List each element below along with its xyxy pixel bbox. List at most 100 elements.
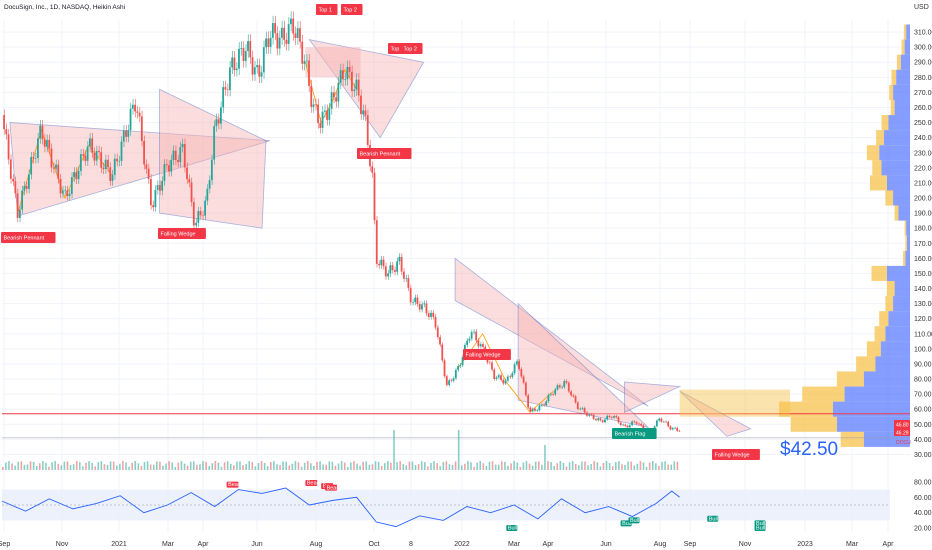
- volume-bar: [513, 461, 515, 470]
- candle-body: [355, 79, 358, 90]
- candle-body: [531, 408, 534, 412]
- pattern-label-text: Top 1: [319, 8, 332, 14]
- volume-bar: [371, 464, 374, 470]
- volume-bar: [436, 463, 438, 470]
- time-tick-label: Apr: [543, 541, 555, 548]
- candle-body: [319, 123, 322, 128]
- pattern-label-box: [341, 4, 363, 15]
- price-tick-label: 50.00: [914, 422, 932, 429]
- candle-body: [186, 167, 188, 180]
- candle-body: [247, 41, 249, 52]
- volume-bar: [442, 462, 445, 470]
- candle-body: [500, 375, 502, 380]
- price-axis[interactable]: 310.00 300.00 290.00 280.00 270.00 260.00 250.…: [914, 30, 932, 459]
- price-tick-label: 60.00: [914, 407, 932, 414]
- volume-bar: [162, 465, 164, 470]
- volume-bar: [550, 461, 552, 470]
- candle-body: [152, 205, 155, 208]
- volume-bar: [494, 464, 497, 470]
- volume-profile-bar-up: [779, 401, 833, 417]
- volume-profile-bar-down: [888, 115, 910, 131]
- candle-body: [332, 92, 335, 98]
- candle-body: [346, 66, 349, 80]
- volume-bar: [248, 461, 251, 470]
- volume-bar: [103, 464, 106, 470]
- candle-body: [522, 376, 525, 383]
- candle-body: [398, 256, 401, 262]
- candle-body: [432, 312, 435, 317]
- candle-body: [509, 376, 511, 378]
- volume-bar: [380, 466, 383, 470]
- volume-bar: [337, 463, 340, 470]
- candle-body: [344, 79, 347, 80]
- volume-bar: [482, 463, 485, 470]
- volume-bar: [72, 464, 75, 470]
- volume-bar: [91, 463, 93, 470]
- volume-bar: [245, 464, 247, 470]
- volume-bar: [128, 466, 130, 470]
- candle-body: [556, 385, 559, 390]
- volume-profile-bar-up: [894, 205, 899, 221]
- candle-body: [188, 179, 191, 183]
- volume-bar: [599, 466, 602, 470]
- candle-body: [493, 369, 496, 379]
- pattern-label-box: [612, 428, 657, 439]
- candle-body: [545, 401, 548, 406]
- candle-body: [574, 396, 577, 403]
- volume-bar: [239, 461, 241, 470]
- pattern-label-box: [401, 43, 423, 54]
- volume-bar: [593, 461, 596, 470]
- candle-body: [637, 423, 640, 425]
- volume-bar: [479, 461, 482, 470]
- volume-bar: [291, 463, 294, 470]
- candle-body: [30, 156, 33, 175]
- volume-profile-bar-down: [885, 326, 910, 342]
- price-tick-label: 290.00: [914, 60, 932, 67]
- candle-body: [179, 147, 182, 163]
- pattern-shape: [679, 390, 752, 437]
- volume-bar: [353, 461, 355, 470]
- candle-body: [267, 38, 270, 47]
- time-axis[interactable]: Sep Nov 2021 Mar Apr Jun Aug Oct 8 2022 Mar Apr Jun A…: [0, 541, 894, 548]
- volume-bar: [424, 462, 426, 470]
- rsi-bull-marker: [628, 517, 640, 524]
- volume-profile-bar-down: [886, 175, 910, 191]
- candle-body: [75, 172, 78, 180]
- candle-body: [39, 125, 42, 139]
- time-tick-label: Mar: [508, 541, 521, 548]
- volume-bar: [627, 461, 629, 470]
- volume-profile-bar-down: [894, 280, 910, 297]
- candle-body: [9, 159, 12, 179]
- volume-bar: [214, 461, 217, 470]
- candle-body: [233, 57, 236, 71]
- candle-body: [138, 112, 141, 117]
- volume-bar: [596, 462, 599, 470]
- volume-bar: [51, 462, 53, 470]
- time-tick-label: Sep: [684, 541, 697, 548]
- candle-body: [524, 382, 527, 396]
- volume-bar: [156, 461, 158, 470]
- volume-bar: [146, 461, 149, 470]
- volume-bar: [584, 461, 586, 470]
- candle-body: [102, 167, 105, 170]
- volume-bar: [497, 464, 500, 470]
- candle-body: [425, 303, 428, 314]
- candle-body: [339, 70, 342, 83]
- volume-bar: [263, 463, 266, 470]
- volume-bar: [608, 463, 611, 470]
- candle-body: [161, 180, 164, 191]
- candle-body: [280, 27, 283, 38]
- pattern-shape: [624, 381, 682, 413]
- candle-body: [5, 129, 8, 135]
- candle-body: [59, 178, 62, 194]
- candle-body: [536, 410, 539, 411]
- price-tick-label: 240.00: [914, 135, 932, 142]
- volume-profile-bar-up: [856, 356, 876, 372]
- volume-bar: [279, 464, 281, 470]
- volume-bar: [303, 462, 306, 470]
- volume-bar: [476, 462, 478, 470]
- candle-body: [540, 404, 543, 406]
- candle-body: [323, 110, 326, 112]
